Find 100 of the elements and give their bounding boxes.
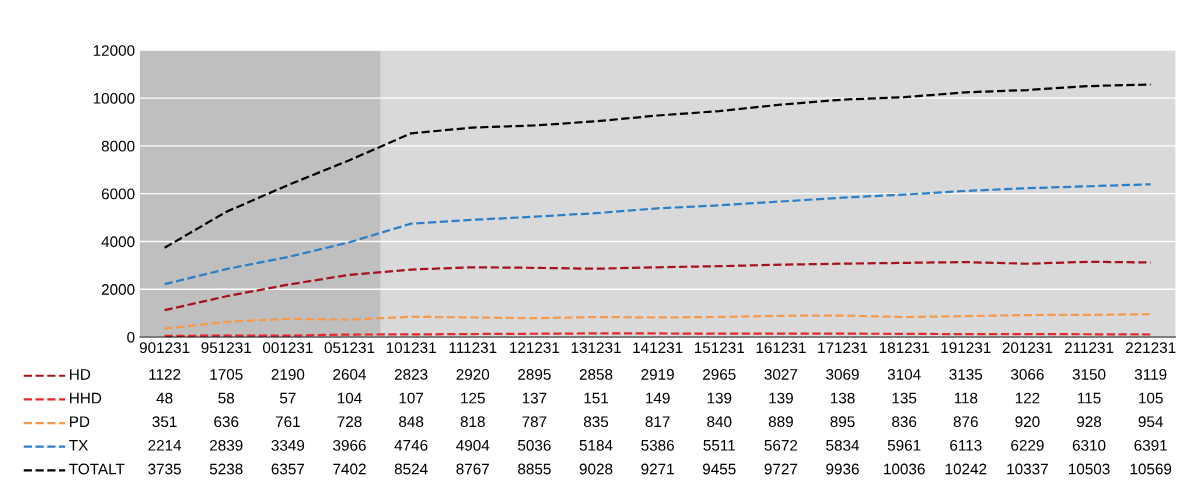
legend-label: TOTALT	[69, 463, 125, 475]
data-label: 848	[399, 416, 424, 428]
x-tick-label: 131231	[571, 342, 621, 354]
line-series	[163, 83, 1152, 249]
x-tick-label: 001231	[262, 342, 313, 354]
data-label: 10503	[1068, 463, 1110, 475]
data-label: 2839	[210, 439, 243, 451]
data-label: 2604	[333, 369, 367, 380]
x-tick-label: 111231	[449, 342, 497, 354]
x-tick-label: 101231	[386, 342, 436, 354]
data-label: 3069	[826, 369, 859, 380]
y-tick-label: 12000	[93, 45, 135, 56]
data-label: 2823	[394, 369, 428, 380]
data-label: 920	[1015, 416, 1040, 428]
data-label: 10036	[884, 463, 925, 475]
data-label: 125	[461, 392, 485, 404]
data-label: 895	[830, 416, 855, 428]
data-label: 5184	[579, 439, 613, 451]
data-label: 817	[645, 416, 670, 428]
data-label: 122	[1015, 392, 1040, 404]
data-label: 6357	[271, 463, 305, 475]
y-tick-label: 6000	[101, 188, 135, 200]
data-label: 149	[646, 392, 670, 404]
data-label: 5834	[826, 439, 860, 451]
data-label: 6391	[1134, 439, 1167, 451]
data-label: 48	[156, 392, 173, 404]
data-label: 107	[399, 392, 424, 404]
data-label: 9727	[764, 463, 798, 475]
data-label: 876	[953, 416, 978, 428]
data-label: 3027	[764, 369, 798, 380]
data-label: 10337	[1007, 463, 1048, 475]
data-label: 10242	[945, 463, 987, 475]
data-label: 10569	[1130, 463, 1172, 475]
x-tick-label: 211231	[1064, 342, 1114, 354]
x-tick-label: 901231	[139, 342, 190, 354]
data-label: 3104	[887, 369, 921, 380]
data-label: 928	[1077, 416, 1102, 428]
data-label: 728	[337, 416, 362, 428]
data-label: 57	[279, 392, 296, 404]
y-tick-label: 10000	[93, 92, 135, 104]
data-label: 636	[214, 416, 239, 428]
x-tick-label: 161231	[756, 342, 806, 354]
data-label: 2214	[148, 439, 182, 451]
legend-label: HHD	[70, 392, 102, 404]
data-label: 151	[584, 392, 609, 404]
data-label: 105	[1139, 392, 1163, 404]
legend-label: PD	[70, 416, 90, 427]
data-label: 6113	[950, 439, 982, 451]
data-label: 8524	[394, 463, 428, 475]
data-label: 5672	[764, 439, 798, 451]
data-label: 351	[152, 416, 177, 428]
data-label: 3349	[271, 439, 305, 451]
data-label: 3119	[1134, 369, 1167, 380]
data-label: 889	[768, 416, 793, 428]
y-tick-label: 4000	[101, 236, 135, 248]
data-label: 954	[1138, 416, 1163, 428]
data-label: 6229	[1011, 439, 1044, 451]
y-tick-label: 0	[127, 331, 135, 343]
data-label: 2965	[703, 369, 736, 380]
data-label: 118	[954, 392, 978, 404]
data-label: 836	[892, 416, 917, 428]
data-label: 1122	[149, 369, 181, 380]
data-label: 3735	[148, 463, 181, 475]
x-tick-label: 151231	[694, 342, 745, 354]
line-series	[163, 183, 1152, 286]
data-label: 58	[218, 392, 235, 404]
data-label: 4746	[394, 439, 428, 451]
line-series	[163, 260, 1152, 312]
data-label: 5511	[703, 440, 735, 451]
line-series	[163, 313, 1152, 330]
y-tick-label: 2000	[101, 284, 135, 295]
data-label: 3135	[949, 369, 983, 380]
data-label: 1705	[210, 369, 243, 380]
data-label: 139	[769, 392, 793, 404]
data-label: 5961	[887, 439, 921, 451]
data-label: 7402	[333, 463, 366, 475]
x-tick-label: 141231	[633, 342, 683, 354]
data-label: 818	[460, 416, 485, 428]
x-tick-label: 191231	[941, 342, 991, 354]
data-label: 761	[275, 416, 300, 428]
data-label: 138	[830, 392, 855, 404]
data-label: 840	[707, 416, 732, 428]
data-label: 3966	[333, 439, 366, 451]
data-label: 6310	[1072, 439, 1106, 451]
x-tick-label: 181231	[879, 342, 929, 354]
data-label: 2919	[641, 369, 674, 380]
data-label: 5238	[209, 463, 243, 475]
data-label: 4904	[456, 439, 490, 451]
data-label: 115	[1078, 392, 1101, 404]
data-label: 9028	[579, 463, 613, 475]
data-label: 3150	[1072, 369, 1106, 380]
x-tick-label: 951231	[201, 342, 251, 354]
x-tick-label: 051231	[324, 342, 375, 354]
data-label: 835	[583, 416, 609, 428]
data-label: 9936	[826, 463, 859, 475]
legend-label: HD	[70, 369, 91, 380]
data-label: 2920	[456, 369, 490, 380]
data-label: 104	[337, 392, 362, 404]
data-label: 5036	[518, 439, 551, 451]
data-label: 2895	[518, 369, 551, 380]
